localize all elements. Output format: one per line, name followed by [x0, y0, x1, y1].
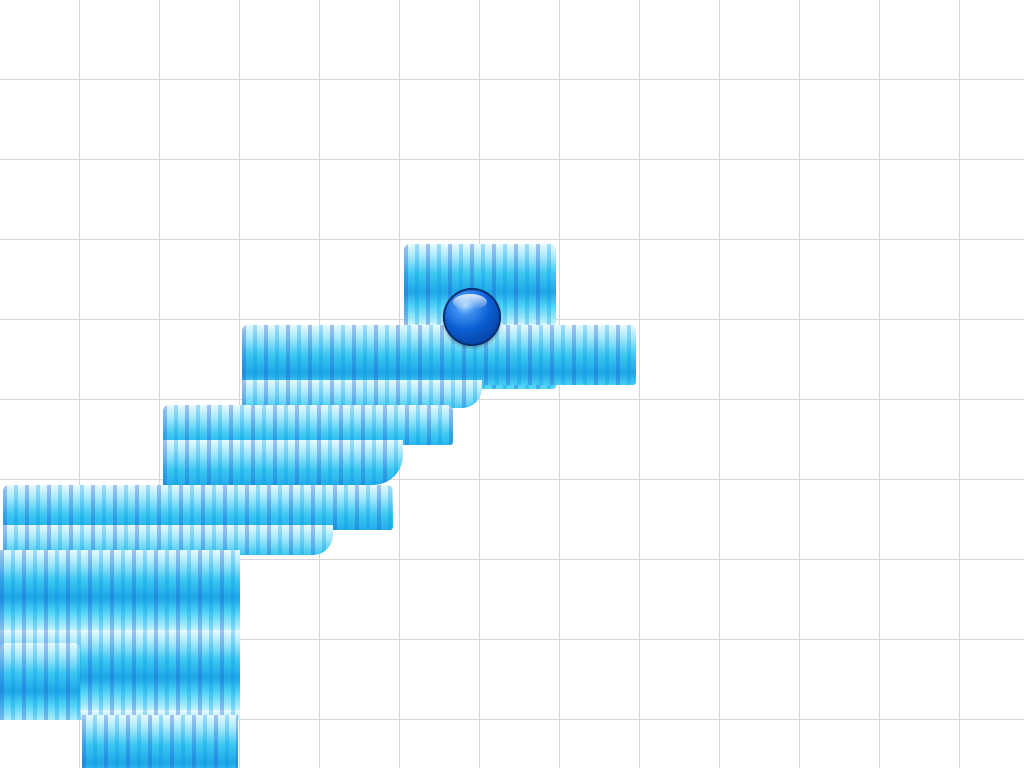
water-tile	[163, 405, 453, 445]
water-tile	[0, 643, 80, 720]
water-tile	[82, 715, 238, 768]
water-tile	[242, 380, 482, 408]
player-ball[interactable]	[443, 288, 501, 346]
water-tile	[242, 325, 636, 385]
water-tile	[163, 440, 403, 485]
water-tile	[3, 485, 393, 530]
